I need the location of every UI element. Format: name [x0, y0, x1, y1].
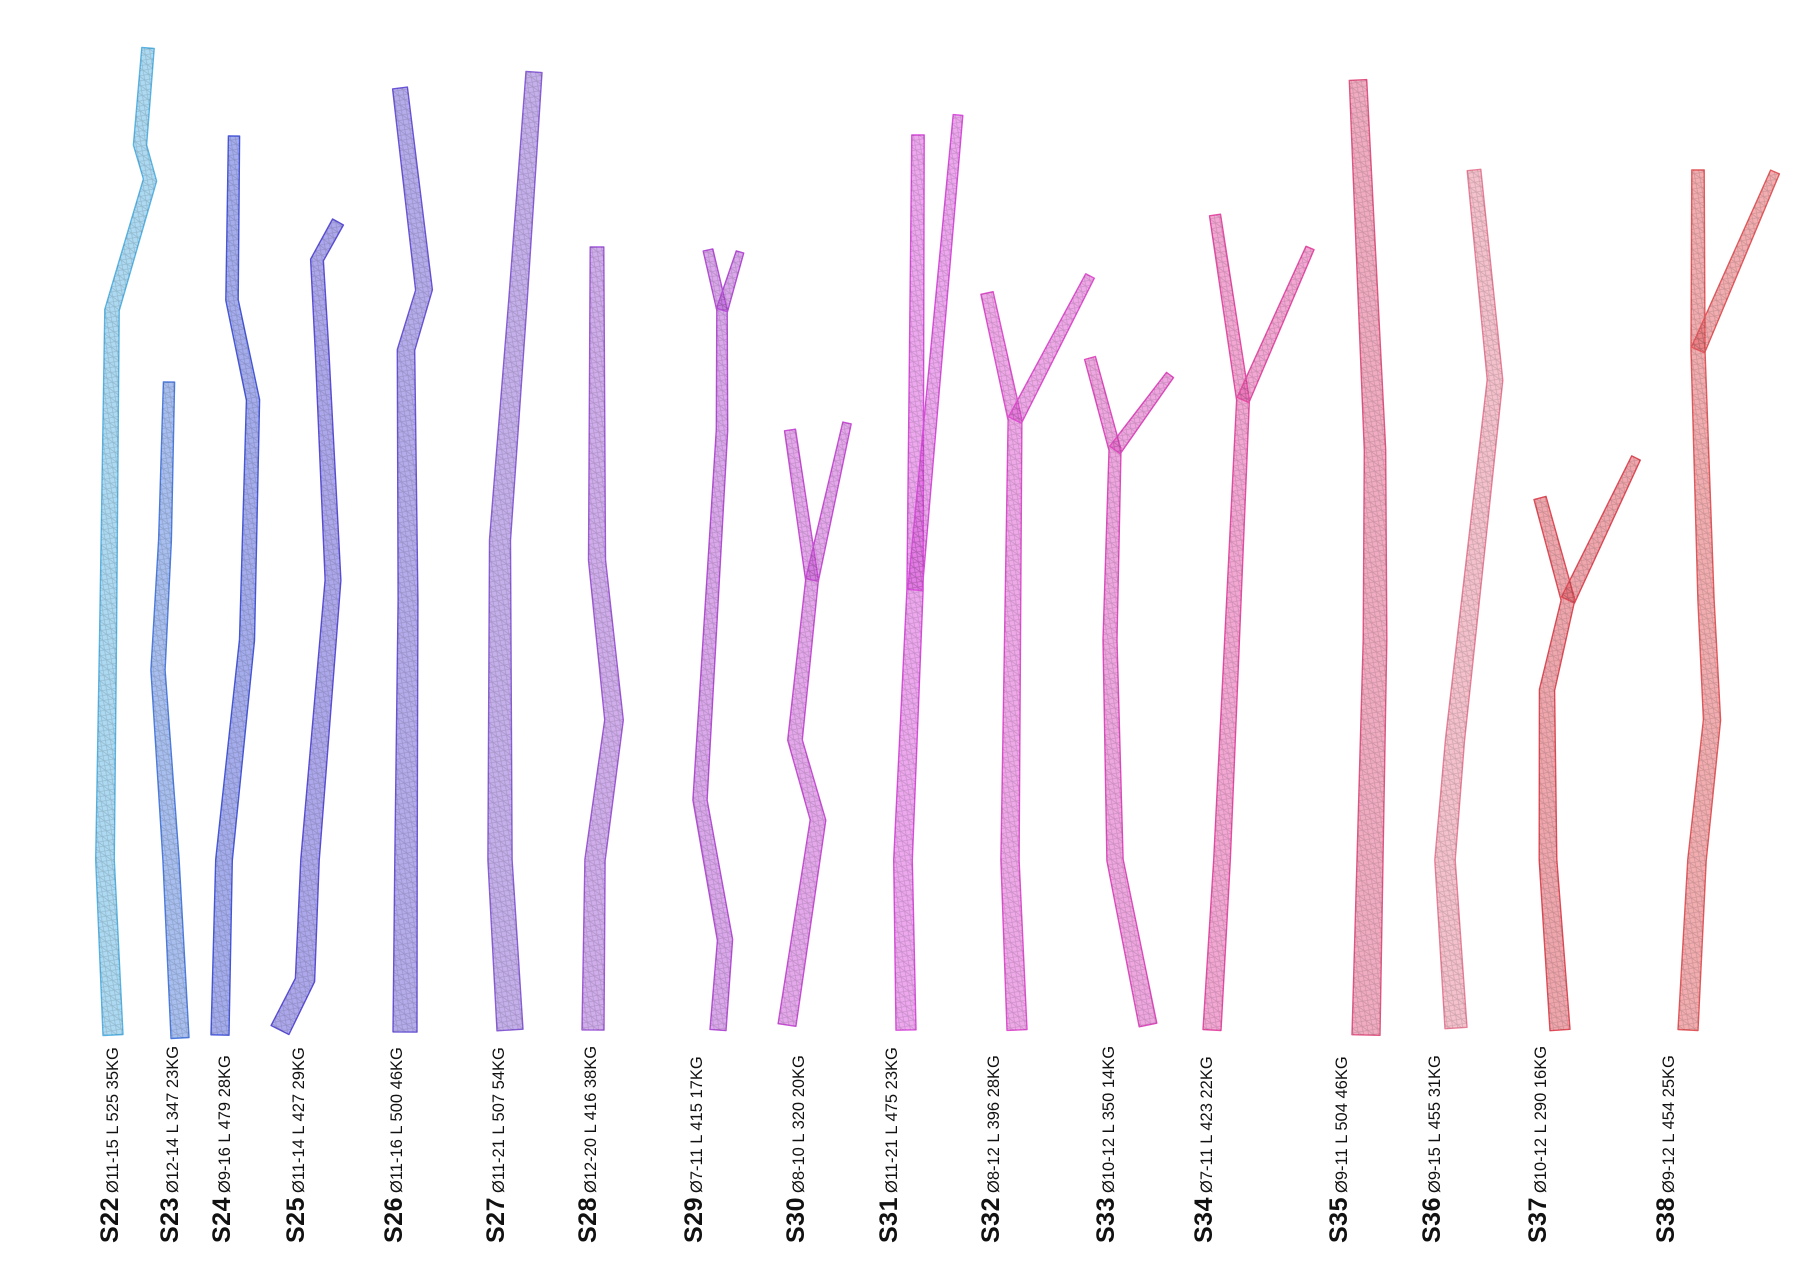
branch-specs: Ø11-16 L 500 46KG — [388, 1047, 406, 1194]
branch-s36 — [1434, 168, 1504, 1030]
branch-mesh-texture — [150, 381, 189, 1039]
branch-specs: Ø7-11 L 415 17KG — [688, 1056, 706, 1194]
branch-specs: Ø8-12 L 396 28KG — [985, 1055, 1003, 1194]
branch-s30 — [777, 421, 852, 1028]
branch-mesh-texture — [271, 219, 344, 1035]
branch-id: S23 — [156, 1197, 184, 1243]
branch-id: S31 — [875, 1197, 903, 1243]
branch-specs: Ø11-21 L 475 23KG — [883, 1047, 901, 1194]
branch-mesh-texture — [392, 87, 433, 1033]
branch-id: S22 — [96, 1197, 124, 1243]
branch-mesh-texture — [1349, 79, 1387, 1036]
branch-id: S36 — [1418, 1197, 1446, 1243]
branch-label-s28: S28 Ø12-20 L 416 38KG — [574, 1046, 603, 1243]
branch-mesh-texture — [582, 247, 624, 1031]
branch-label-s26: S26 Ø11-16 L 500 46KG — [380, 1047, 409, 1243]
branch-id: S32 — [977, 1197, 1005, 1243]
branch-label-s35: S35 Ø9-11 L 504 46KG — [1325, 1056, 1354, 1243]
branch-mesh-texture — [1561, 455, 1641, 604]
branch-label-s31: S31 Ø11-21 L 475 23KG — [875, 1047, 904, 1243]
branch-specs: Ø11-21 L 507 54KG — [490, 1047, 508, 1194]
branch-mesh-texture — [805, 422, 852, 582]
branch-s28 — [581, 246, 624, 1031]
branch-specs: Ø11-14 L 427 29KG — [290, 1047, 308, 1194]
branch-specs: Ø11-15 L 525 35KG — [104, 1047, 122, 1194]
branch-label-s33: S33 Ø10-12 L 350 14KG — [1092, 1046, 1121, 1243]
branch-id: S28 — [574, 1197, 602, 1243]
branch-label-s38: S38 Ø9-12 L 454 25KG — [1652, 1055, 1681, 1243]
branch-label-s25: S25 Ø11-14 L 427 29KG — [282, 1047, 311, 1243]
branch-mesh-texture — [1109, 372, 1174, 454]
branch-s32 — [980, 273, 1096, 1032]
branch-label-s32: S32 Ø8-12 L 396 28KG — [977, 1055, 1006, 1243]
branch-id: S27 — [482, 1197, 510, 1243]
branch-s38 — [1677, 169, 1781, 1032]
branch-mesh-texture — [1434, 169, 1503, 1029]
branch-mesh-texture — [1084, 356, 1157, 1027]
branch-specs: Ø9-11 L 504 46KG — [1333, 1056, 1351, 1194]
branch-label-s36: S36 Ø9-15 L 455 31KG — [1418, 1055, 1447, 1243]
branch-s29 — [692, 248, 745, 1032]
branch-id: S34 — [1190, 1197, 1218, 1243]
branch-s35 — [1348, 78, 1388, 1037]
branch-id: S30 — [782, 1197, 810, 1243]
branch-s24 — [210, 135, 261, 1036]
branch-label-s23: S23 Ø12-14 L 347 23KG — [156, 1046, 185, 1243]
branch-specs: Ø9-16 L 479 28KG — [216, 1055, 234, 1194]
branch-mesh-texture — [211, 135, 260, 1036]
branch-id: S38 — [1652, 1197, 1680, 1243]
branch-id: S25 — [282, 1197, 310, 1243]
branch-mesh-texture — [1237, 246, 1314, 403]
branch-specs: Ø9-12 L 454 25KG — [1660, 1055, 1678, 1194]
branch-mesh-texture — [1678, 170, 1721, 1031]
branch-mesh-texture — [980, 291, 1027, 1031]
branch-label-s22: S22 Ø11-15 L 525 35KG — [96, 1047, 125, 1243]
branch-s26 — [391, 86, 434, 1033]
branch-label-s37: S37 Ø10-12 L 290 16KG — [1524, 1046, 1553, 1243]
branch-label-s30: S30 Ø8-10 L 320 20KG — [782, 1055, 811, 1243]
branch-id: S26 — [380, 1197, 408, 1243]
branch-id: S24 — [208, 1197, 236, 1243]
branch-s37 — [1533, 455, 1642, 1032]
branch-id: S29 — [680, 1197, 708, 1243]
branch-specs: Ø8-10 L 320 20KG — [790, 1055, 808, 1194]
branch-mesh-texture — [692, 248, 733, 1031]
branch-specs: Ø10-12 L 350 14KG — [1100, 1045, 1118, 1194]
branch-s33 — [1083, 355, 1175, 1028]
branch-mesh-texture — [1203, 214, 1250, 1031]
branch-s27 — [487, 70, 543, 1032]
branch-specs: Ø12-20 L 416 38KG — [582, 1045, 600, 1194]
branch-label-s27: S27 Ø11-21 L 507 54KG — [482, 1047, 511, 1243]
branch-specs: Ø7-11 L 423 22KG — [1198, 1056, 1216, 1194]
branch-label-s29: S29 Ø7-11 L 415 17KG — [680, 1056, 709, 1243]
branch-s25 — [270, 218, 345, 1036]
branch-mesh-texture — [716, 250, 744, 312]
branch-mesh-texture — [1691, 170, 1780, 353]
branch-mesh-texture — [1534, 496, 1575, 1031]
branch-id: S33 — [1092, 1197, 1120, 1243]
branch-s31 — [893, 113, 964, 1031]
branch-specs: Ø10-12 L 290 16KG — [1532, 1045, 1550, 1194]
branch-s23 — [150, 381, 190, 1040]
branch-mesh-texture — [95, 47, 157, 1036]
branch-specs: Ø12-14 L 347 23KG — [164, 1045, 182, 1194]
branch-s22 — [94, 46, 158, 1037]
branch-mesh-texture — [907, 114, 963, 591]
branch-id: S37 — [1524, 1197, 1552, 1243]
branch-label-s24: S24 Ø9-16 L 479 28KG — [208, 1055, 237, 1243]
branch-s34 — [1202, 213, 1315, 1032]
branch-label-s34: S34 Ø7-11 L 423 22KG — [1190, 1056, 1219, 1243]
branch-specs: Ø9-15 L 455 31KG — [1426, 1055, 1444, 1194]
branch-id: S35 — [1325, 1197, 1353, 1243]
branch-mesh-texture — [487, 71, 542, 1031]
branch-mesh-texture — [778, 429, 826, 1027]
branch-mesh-texture — [1008, 273, 1095, 424]
